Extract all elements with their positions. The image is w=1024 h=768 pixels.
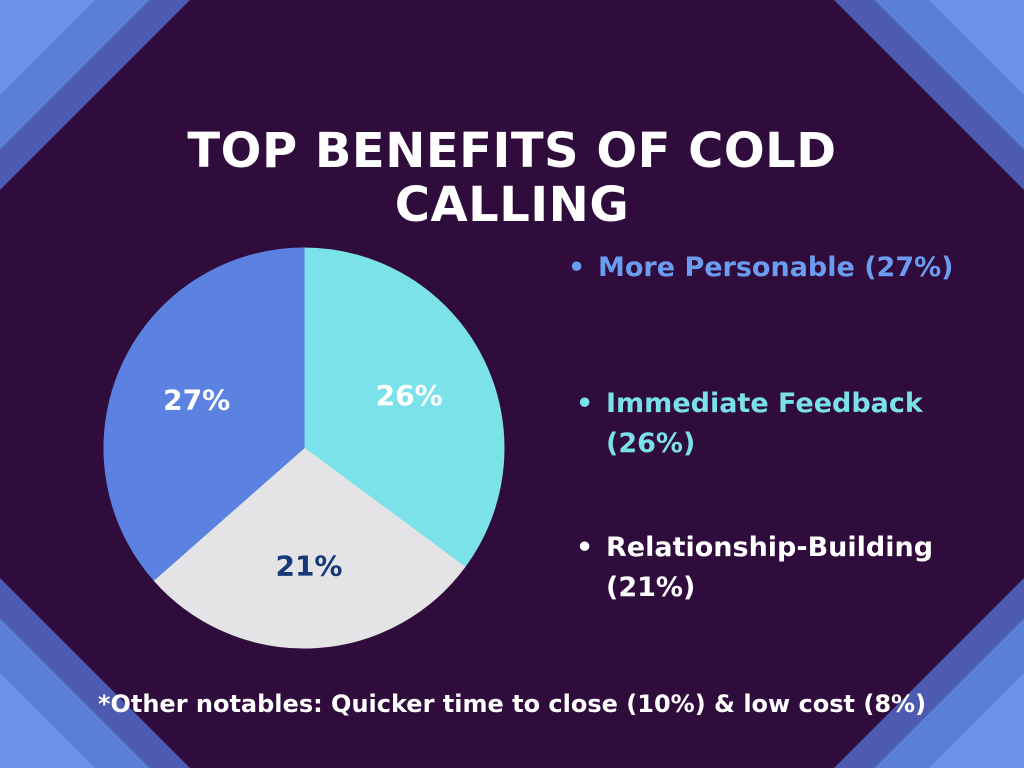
pie-slice-label-relationship-building: 21% [275,550,342,583]
legend-item-immediate-feedback: • Immediate Feedback (26%) [576,384,966,464]
corner-stripe-top-right [929,0,1024,95]
bullet-icon: • [568,252,586,283]
corner-stripe-bottom-left [0,673,95,768]
chart-title: TOP BENEFITS OF COLD CALLING [187,123,837,233]
corner-stripe-top-right [834,0,1024,190]
legend-label: Immediate Feedback (26%) [606,388,923,459]
corner-stripe-bottom-right [834,578,1024,768]
legend-label: More Personable (27%) [598,252,954,283]
bullet-icon: • [576,532,594,563]
corner-stripe-bottom-left [0,578,190,768]
pie-slice-more-personable [103,247,305,581]
footnote: *Other notables: Quicker time to close (… [97,690,927,718]
pie-slices [103,247,505,649]
pie-slice-label-more-personable: 27% [163,383,230,416]
legend-item-more-personable: • More Personable (27%) [568,248,954,288]
legend-label: Relationship-Building (21%) [606,532,934,603]
legend-item-relationship-building: • Relationship-Building (21%) [576,528,986,608]
pie-slice-immediate-feedback [303,247,505,568]
corner-stripe-top-left [0,0,190,190]
bullet-icon: • [576,388,594,419]
pie-labels: 26% 21% 27% [163,379,442,583]
pie-slice-relationship-building [153,447,466,649]
corner-stripe-top-left [0,0,95,95]
pie-chart: 26% 21% 27% [103,247,505,649]
corner-stripe-bottom-right [929,673,1024,768]
pie-slice-label-immediate-feedback: 26% [376,379,443,412]
